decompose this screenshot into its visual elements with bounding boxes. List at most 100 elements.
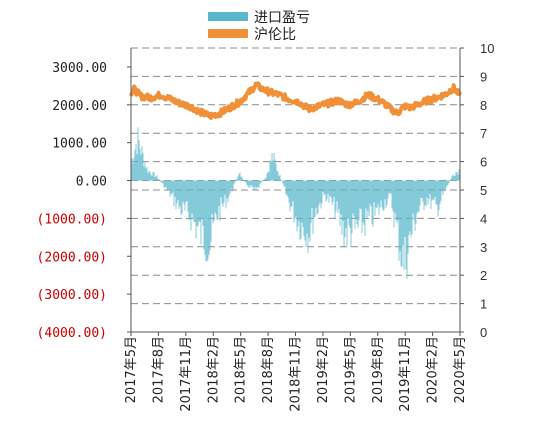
bar [414, 180, 416, 231]
bar [358, 180, 360, 221]
bar [290, 180, 292, 207]
bar [175, 180, 177, 210]
bar [398, 180, 400, 261]
bar [310, 180, 312, 224]
bar [242, 179, 244, 181]
bar [201, 180, 203, 219]
bar [322, 180, 324, 192]
bar [372, 180, 374, 227]
bar [375, 180, 377, 208]
bar [274, 159, 276, 181]
bar [267, 171, 269, 181]
bar [205, 180, 207, 262]
bar [226, 180, 228, 199]
bar [433, 180, 435, 201]
bar [327, 180, 329, 194]
bar [228, 180, 230, 197]
x-axis-ticks: 2017年5月 2017年8月 2017年11月 2018年2月 2018年5月 2018… [124, 332, 468, 412]
bar [325, 180, 327, 202]
bar [176, 180, 178, 204]
bar [431, 180, 433, 201]
bar [374, 180, 376, 216]
bar [434, 180, 436, 198]
bar [411, 180, 413, 235]
left-axis-ticks: 3000.00 2000.00 1000.00 0.00 (1000.00) (2000.… [37, 61, 131, 341]
bar [360, 180, 362, 210]
bar [139, 148, 141, 181]
bar [298, 180, 300, 222]
bar [455, 172, 457, 181]
bar [389, 180, 391, 195]
bar [359, 180, 361, 209]
bar [445, 180, 447, 188]
bar [259, 180, 261, 184]
bar [407, 180, 409, 254]
bar [266, 173, 268, 181]
bar [140, 154, 142, 181]
bar [223, 180, 225, 203]
legend-swatch-ratio [208, 29, 248, 38]
bar [192, 180, 194, 219]
bar [159, 180, 161, 182]
bar [283, 180, 285, 187]
bar [239, 172, 241, 181]
bar [300, 180, 302, 239]
x-tick-label: 2018年5月 [234, 336, 249, 403]
bar [142, 152, 144, 181]
bar [426, 180, 428, 198]
bar [227, 180, 229, 203]
bar [379, 180, 381, 208]
bar [137, 127, 139, 181]
bar [284, 180, 286, 187]
x-tick-label: 2019年5月 [343, 336, 358, 403]
bar [441, 180, 443, 192]
bar [185, 180, 187, 202]
bar [364, 180, 366, 236]
bar [356, 180, 358, 225]
bar [191, 180, 193, 214]
bar [230, 180, 232, 189]
bar [393, 180, 395, 228]
left-tick-label: (4000.00) [37, 326, 107, 341]
bar [190, 180, 192, 231]
x-tick-label: 2017年5月 [124, 336, 139, 403]
import-profit-bars [130, 127, 461, 279]
bar [308, 180, 310, 238]
bar [366, 180, 368, 218]
bar [272, 160, 274, 181]
bar [264, 178, 266, 181]
bar [148, 170, 150, 181]
bar [232, 180, 234, 190]
bar [292, 180, 294, 202]
bar [172, 180, 174, 193]
bar [403, 180, 405, 271]
bar [340, 180, 342, 215]
bar [154, 176, 156, 181]
bar [188, 180, 190, 220]
bar [383, 180, 385, 210]
x-tick-label: 2020年5月 [453, 336, 468, 403]
bar [276, 170, 278, 181]
bar [357, 180, 359, 228]
bar [257, 180, 259, 187]
bar [233, 180, 235, 185]
bar [449, 180, 451, 182]
bar [419, 180, 421, 206]
bar [234, 180, 236, 183]
bar [194, 180, 196, 222]
bar [196, 180, 198, 226]
bar [293, 180, 295, 223]
bar [269, 160, 271, 181]
bar [365, 180, 367, 209]
bar [338, 180, 340, 209]
bar [246, 180, 248, 185]
left-tick-label: (2000.00) [37, 250, 107, 265]
bar [208, 180, 210, 256]
bar [344, 180, 346, 238]
bar [165, 180, 167, 187]
bar [384, 180, 386, 200]
legend-label-import-profit: 进口盈亏 [254, 10, 310, 26]
bar [250, 180, 252, 188]
bar [388, 180, 390, 193]
bar [288, 180, 290, 203]
